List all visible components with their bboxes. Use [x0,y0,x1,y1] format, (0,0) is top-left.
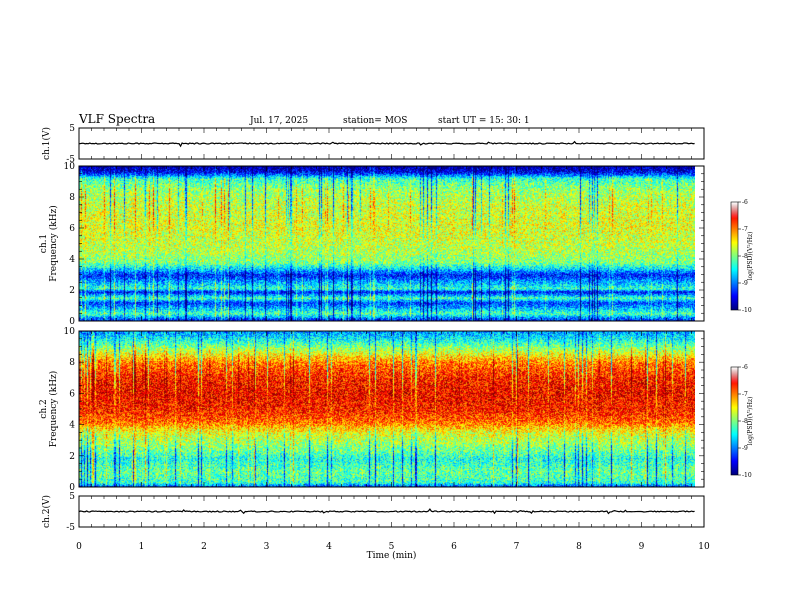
colorbar-tick-label: -9 [742,280,748,287]
voltage-trace [78,508,695,515]
ch1-spectrogram-panel: 0 2 4 6 8 10 ch.1Frequency (kHz) -6 -7 -8 -9 -10 log… [39,162,754,327]
x-tick-label: 5 [389,542,395,552]
ch2-spectrogram-panel: 0 2 4 6 8 10 ch.2Frequency (kHz) -6 -7 -8 -9 -10 log… [39,327,754,493]
ch1-spectrogram-ylabel: ch.1Frequency (kHz) [39,205,59,282]
x-tick-label: 9 [639,542,645,552]
ch2-spectrogram-heatmap [79,331,695,487]
colorbar-tick-label: -8 [742,418,748,425]
y-tick-label: 5 [69,124,75,134]
colorbar-tick-label: -10 [742,307,752,314]
x-tick-label: 2 [201,542,207,552]
colorbar-gradient [731,202,738,310]
colorbar-label: log(PSD)(V²/Hz) [747,397,754,446]
ch1-voltage-ylabel: ch.1(V) [41,127,52,160]
ch2-spectrogram-ylabel: ch.2Frequency (kHz) [39,371,59,448]
colorbar-tick-label: -6 [742,199,748,206]
x-tick-label: 0 [76,542,82,552]
y-tick-label: 4 [69,421,75,431]
y-tick-label: -5 [66,523,75,533]
y-tick-label: 8 [69,193,75,203]
x-tick-label: 6 [451,542,457,552]
colorbar-tick-label: -9 [742,445,748,452]
date-label: Jul. 17, 2025 [249,116,308,126]
ch2-spectrogram-colorbar: -6 -7 -8 -9 -10 log(PSD)(V²/Hz) [730,364,754,479]
colorbar-tick-label: -7 [742,226,748,233]
ch1-spectrogram-heatmap [79,166,695,321]
y-tick-label: 8 [69,358,75,368]
station-label: station= MOS [343,116,407,126]
y-tick-label: 4 [69,255,75,265]
colorbar-gradient [731,367,738,475]
start-time-label: start UT = 15: 30: 1 [438,116,530,126]
ch2-voltage-panel: 5 -5 ch.2(V) [41,492,705,533]
colorbar-label: log(PSD)(V²/Hz) [747,232,754,281]
ch1-spectrogram-colorbar: -6 -7 -8 -9 -10 log(PSD)(V²/Hz) [730,199,754,314]
colorbar-tick-label: -6 [742,364,748,371]
x-tick-label: 7 [514,542,520,552]
y-tick-label: 2 [69,452,75,462]
ch2-voltage-ylabel: ch.2(V) [41,495,52,528]
x-axis-label: Time (min) [367,550,417,561]
y-tick-label: 2 [69,286,75,296]
y-tick-label: 5 [69,492,75,502]
y-tick-label: -5 [66,155,75,165]
colorbar-tick-label: -7 [742,391,748,398]
y-tick-label: 0 [69,317,75,327]
x-tick-label: 8 [576,542,582,552]
y-tick-label: 0 [69,483,75,493]
voltage-trace [78,140,695,148]
time-axis: 0 1 2 3 4 5 6 7 8 9 10 Time (min) [76,542,710,561]
x-tick-label: 4 [326,542,332,552]
x-tick-label: 1 [139,542,145,552]
y-tick-label: 10 [64,327,76,337]
y-tick-label: 10 [64,162,76,172]
figure-title: VLF Spectra [78,112,155,126]
figure-header: VLF Spectra Jul. 17, 2025 station= MOS s… [78,112,530,126]
x-tick-label: 3 [264,542,270,552]
y-tick-label: 6 [69,389,75,399]
ch1-voltage-panel: 5 -5 ch.1(V) [41,124,705,165]
x-tick-label: 10 [698,542,710,552]
colorbar-tick-label: -10 [742,472,752,479]
panels: 5 -5 ch.1(V) 0 2 4 6 8 10 ch.1Frequency (kHz) -6 -7… [39,124,754,533]
colorbar-tick-label: -8 [742,253,748,260]
y-tick-label: 6 [69,224,75,234]
